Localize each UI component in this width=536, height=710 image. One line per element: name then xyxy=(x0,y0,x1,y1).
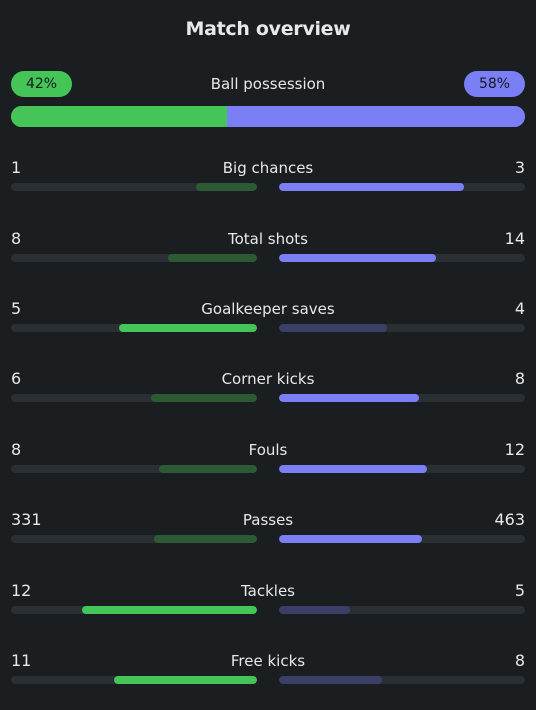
stat-home-bar xyxy=(11,394,257,402)
stat-away-value: 14 xyxy=(504,229,525,248)
stat-away-bar xyxy=(279,254,525,262)
stat-home-value: 1 xyxy=(11,158,22,177)
away-possession-badge: 58% xyxy=(464,71,525,97)
stat-away-bar-fill xyxy=(279,394,420,402)
stat-away-bar-fill xyxy=(279,465,427,473)
stat-row-fouls: 8 Fouls 12 xyxy=(11,440,525,480)
stat-away-value: 8 xyxy=(514,369,525,388)
stat-home-bar-fill xyxy=(195,183,257,191)
stat-home-bar-fill xyxy=(151,394,257,402)
stat-away-bar-fill xyxy=(279,254,437,262)
stat-home-value: 5 xyxy=(11,299,22,318)
stat-away-bar-fill xyxy=(279,606,351,614)
stat-away-bar-fill xyxy=(279,183,464,191)
stat-row-tackles: 12 Tackles 5 xyxy=(11,581,525,621)
stat-label: Free kicks xyxy=(230,652,306,670)
stat-label: Fouls xyxy=(248,441,288,459)
stat-row-corner-kicks: 6 Corner kicks 8 xyxy=(11,369,525,409)
stat-row-free-kicks: 11 Free kicks 8 xyxy=(11,651,525,691)
possession-bar xyxy=(11,106,525,127)
stat-label: Total shots xyxy=(228,230,308,248)
stat-home-bar xyxy=(11,254,257,262)
stat-home-bar xyxy=(11,183,257,191)
possession-label: Ball possession xyxy=(210,75,326,93)
stat-away-bar-fill xyxy=(279,324,388,332)
stat-home-bar-fill xyxy=(119,324,257,332)
stat-home-bar-fill xyxy=(82,606,257,614)
stat-home-bar xyxy=(11,606,257,614)
stat-away-bar xyxy=(279,606,525,614)
stat-away-value: 4 xyxy=(514,299,525,318)
stat-row-total-shots: 8 Total shots 14 xyxy=(11,229,525,269)
possession-bar-away-fill xyxy=(226,106,525,127)
stat-home-value: 331 xyxy=(11,510,42,529)
stat-home-bar xyxy=(11,676,257,684)
stat-home-bar-fill xyxy=(114,676,257,684)
stat-home-bar-fill xyxy=(158,465,257,473)
possession-bar-home-fill xyxy=(11,106,227,127)
stat-away-value: 5 xyxy=(514,581,525,600)
stat-home-bar xyxy=(11,535,257,543)
stat-home-value: 6 xyxy=(11,369,22,388)
stat-away-bar xyxy=(279,324,525,332)
stat-away-bar-fill xyxy=(279,676,383,684)
stat-away-value: 8 xyxy=(514,651,525,670)
stat-home-value: 8 xyxy=(11,440,22,459)
stat-away-value: 463 xyxy=(494,510,525,529)
stat-home-bar-fill xyxy=(168,254,257,262)
possession-header: 42% Ball possession 58% xyxy=(11,71,525,97)
stat-label: Corner kicks xyxy=(221,370,315,388)
stat-away-bar xyxy=(279,394,525,402)
stat-row-goalkeeper-saves: 5 Goalkeeper saves 4 xyxy=(11,299,525,339)
stat-label: Tackles xyxy=(240,582,296,600)
stat-row-big-chances: 1 Big chances 3 xyxy=(11,158,525,198)
home-possession-badge: 42% xyxy=(11,71,72,97)
stat-away-bar-fill xyxy=(279,535,422,543)
stat-home-bar xyxy=(11,465,257,473)
stat-away-bar xyxy=(279,465,525,473)
stat-row-passes: 331 Passes 463 xyxy=(11,510,525,550)
stat-label: Goalkeeper saves xyxy=(201,300,335,318)
stat-label: Passes xyxy=(242,511,294,529)
stat-label: Big chances xyxy=(222,159,314,177)
stat-away-bar xyxy=(279,676,525,684)
stat-away-value: 3 xyxy=(514,158,525,177)
stat-away-value: 12 xyxy=(504,440,525,459)
stat-home-value: 8 xyxy=(11,229,22,248)
page-title: Match overview xyxy=(185,18,351,40)
stat-home-value: 11 xyxy=(11,651,32,670)
stat-home-bar-fill xyxy=(153,535,257,543)
stat-away-bar xyxy=(279,535,525,543)
stat-home-bar xyxy=(11,324,257,332)
stat-away-bar xyxy=(279,183,525,191)
stat-home-value: 12 xyxy=(11,581,32,600)
